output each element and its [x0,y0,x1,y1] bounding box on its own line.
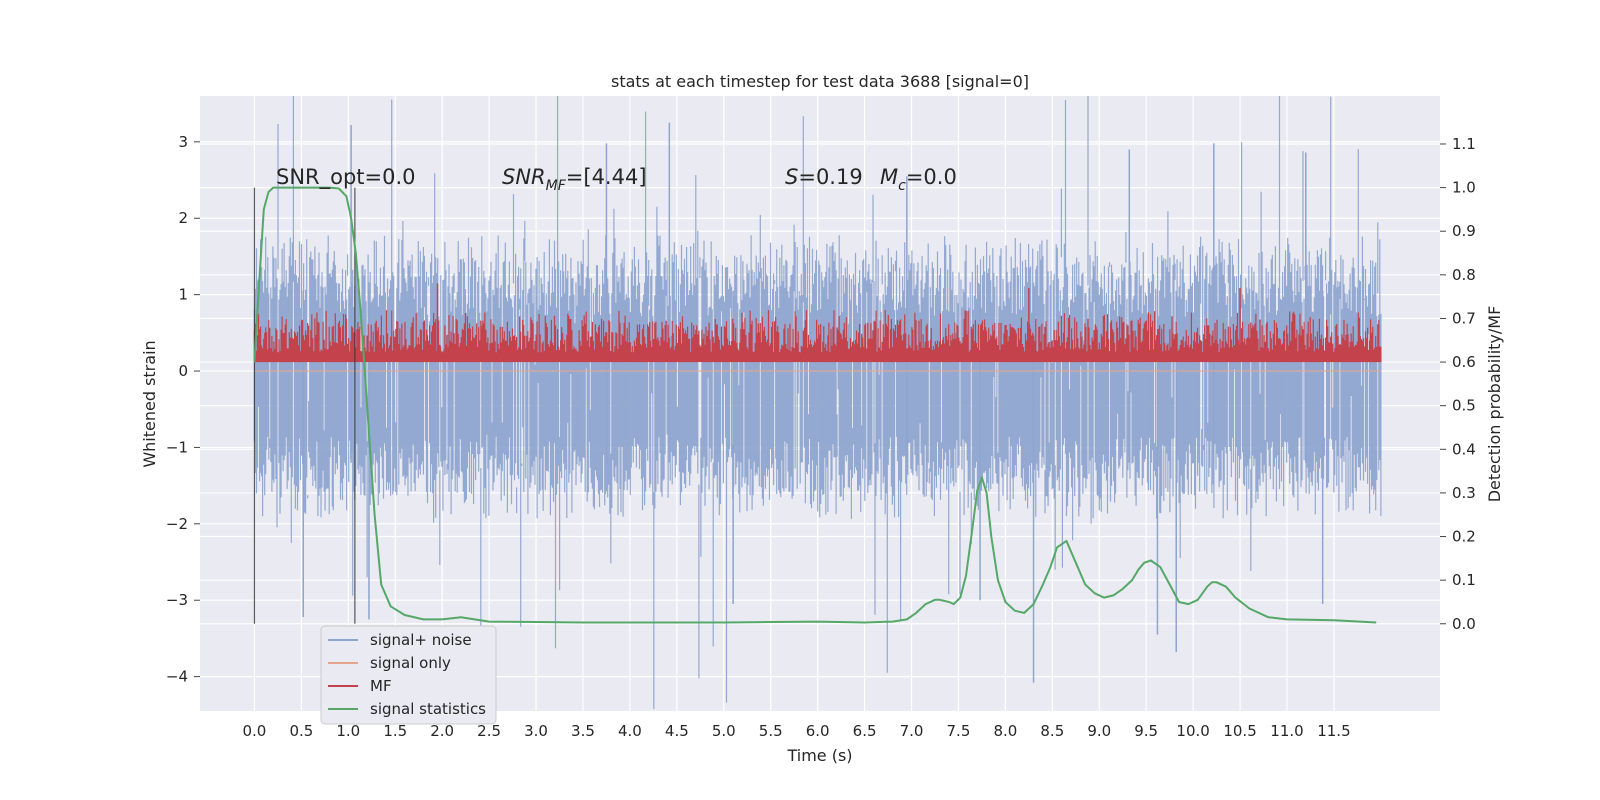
annotation-mc-base: M [880,165,898,189]
x-tick-label: 1.5 [383,722,407,740]
legend-label-signal-noise: signal+ noise [370,631,472,649]
annotation-mc-sub: c [898,178,906,194]
annotation-mc: Mc=0.0 [880,165,957,194]
y2-axis-label: Detection probability/MF [1485,306,1504,503]
y-tick-label: 1 [178,286,188,304]
y-axis-ticks: 3 2 1 0 −1 −2 −3 −4 [166,133,200,686]
y-tick-label: 0 [178,362,188,380]
annotation-snr-opt: SNR_opt=0.0 [276,165,416,190]
x-tick-label: 5.0 [712,722,736,740]
annotation-s-value: =0.19 [798,165,862,189]
y2-tick-label: 0.2 [1452,528,1476,546]
x-tick-label: 6.5 [853,722,877,740]
y2-tick-label: 0.1 [1452,571,1476,589]
x-tick-label: 7.0 [900,722,924,740]
y2-tick-label: 0.6 [1452,353,1476,371]
legend-label-signal-statistics: signal statistics [370,700,486,718]
legend: signal+ noise signal only MF signal stat… [320,625,497,725]
y2-tick-label: 0.5 [1452,397,1476,415]
y2-tick-label: 0.8 [1452,266,1476,284]
y2-tick-label: 0.3 [1452,484,1476,502]
signal-statistics-series [253,186,1377,624]
y2-tick-label: 0.0 [1452,615,1476,633]
vertical-markers [253,187,356,624]
annotation-s: S=0.19 [785,165,863,189]
legend-label-signal-only: signal only [370,654,451,672]
y-tick-label: −1 [166,438,188,456]
annotation-snr-mf-base: SNR [502,165,546,189]
x-axis-label: Time (s) [786,746,852,765]
annotations: SNR_opt=0.0 SNRMF=[4.44] S=0.19 Mc=0.0 [276,165,957,194]
x-tick-label: 2.5 [477,722,501,740]
x-tick-label: 1.0 [336,722,360,740]
y2-tick-label: 1.0 [1452,179,1476,197]
x-tick-label: 3.5 [571,722,595,740]
x-tick-label: 2.0 [430,722,454,740]
x-tick-label: 8.5 [1040,722,1064,740]
signal-statistics-trace [253,186,1377,624]
y-tick-label: −3 [166,591,188,609]
annotation-snr-mf: SNRMF=[4.44] [502,165,647,194]
x-tick-label: 5.5 [759,722,783,740]
x-tick-label: 8.0 [993,722,1017,740]
annotation-snr-mf-value: =[4.44] [566,165,647,189]
chart-title: stats at each timestep for test data 368… [611,72,1029,91]
y2-tick-label: 0.9 [1452,222,1476,240]
annotation-s-base: S [785,165,798,189]
x-tick-label: 11.0 [1270,722,1303,740]
y2-axis-ticks: 1.1 1.0 0.9 0.8 0.7 0.6 0.5 0.4 0.3 0.2 0.1 0.0 [1440,135,1476,633]
y-tick-label: −2 [166,515,188,533]
annotation-mc-value: =0.0 [906,165,957,189]
x-tick-label: 10.0 [1176,722,1209,740]
y-tick-label: −4 [166,668,188,686]
x-tick-label: 11.5 [1317,722,1350,740]
x-tick-label: 9.5 [1134,722,1158,740]
x-tick-label: 10.5 [1223,722,1256,740]
legend-label-mf: MF [370,677,392,695]
x-tick-label: 4.0 [618,722,642,740]
annotation-snr-mf-sub: MF [546,178,567,194]
x-axis-ticks: 0.0 0.5 1.0 1.5 2.0 2.5 3.0 3.5 4.0 4.5 5.0 5.5 6.0 6… [243,722,1351,740]
legend-box [320,625,497,725]
x-tick-label: 0.0 [243,722,267,740]
y-tick-label: 3 [178,133,188,151]
x-tick-label: 7.5 [947,722,971,740]
y2-tick-label: 0.7 [1452,309,1476,327]
y2-tick-label: 1.1 [1452,135,1476,153]
x-tick-label: 6.0 [806,722,830,740]
x-tick-label: 3.0 [524,722,548,740]
y-tick-label: 2 [178,209,188,227]
y2-tick-label: 0.4 [1452,440,1476,458]
x-tick-label: 0.5 [289,722,313,740]
y-axis-label: Whitened strain [140,340,159,467]
x-tick-label: 4.5 [665,722,689,740]
x-tick-label: 9.0 [1087,722,1111,740]
